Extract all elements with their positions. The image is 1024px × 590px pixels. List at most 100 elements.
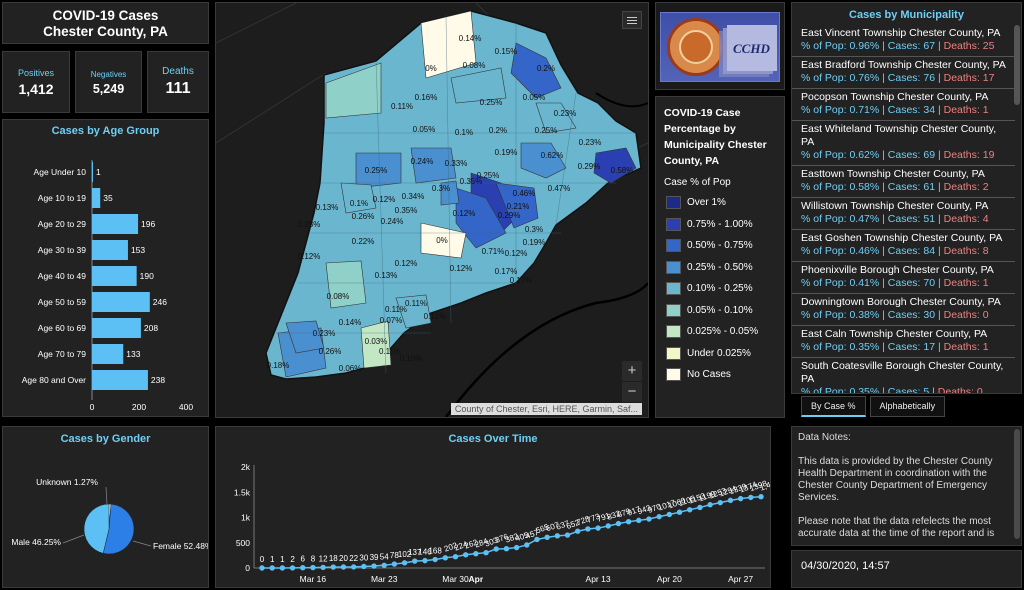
age-bar[interactable] bbox=[92, 370, 148, 390]
time-series-point[interactable] bbox=[666, 511, 673, 518]
municipality-list-item[interactable]: East Whiteland Township Chester County, … bbox=[792, 121, 1015, 166]
municipality-region[interactable] bbox=[420, 222, 467, 259]
municipality-list-item[interactable]: Willistown Township Chester County, PA %… bbox=[792, 198, 1015, 230]
age-bar[interactable] bbox=[92, 240, 128, 260]
time-series-point[interactable] bbox=[646, 516, 652, 522]
time-series-point[interactable] bbox=[269, 565, 275, 571]
time-series-point[interactable] bbox=[636, 517, 642, 524]
time-series-point[interactable] bbox=[289, 565, 296, 571]
time-series-point[interactable] bbox=[748, 494, 754, 501]
time-series-point[interactable] bbox=[717, 499, 723, 506]
time-series-point[interactable] bbox=[381, 562, 387, 568]
municipality-region[interactable] bbox=[440, 180, 460, 206]
time-series-point[interactable] bbox=[361, 563, 367, 570]
time-series-point[interactable] bbox=[758, 493, 764, 500]
time-series-point[interactable] bbox=[625, 518, 632, 525]
municipality-list-item[interactable]: East Caln Township Chester County, PA % … bbox=[792, 326, 1015, 358]
time-series-point[interactable] bbox=[442, 555, 449, 561]
time-series-point[interactable] bbox=[615, 520, 622, 527]
age-bar[interactable] bbox=[92, 292, 150, 312]
time-series-point[interactable] bbox=[737, 495, 744, 502]
municipality-region[interactable] bbox=[395, 294, 432, 329]
time-series-point[interactable] bbox=[432, 556, 438, 563]
time-series-point[interactable] bbox=[412, 558, 418, 564]
tab-alphabetically[interactable]: Alphabetically bbox=[869, 396, 946, 417]
time-series-point[interactable] bbox=[350, 564, 357, 570]
time-series-point[interactable] bbox=[656, 513, 662, 520]
municipality-region[interactable] bbox=[510, 42, 562, 99]
municipality-region[interactable] bbox=[520, 142, 567, 179]
municipality-list-scrollbar[interactable] bbox=[1014, 25, 1020, 105]
municipality-list-item[interactable]: Pocopson Township Chester County, PA % o… bbox=[792, 89, 1015, 121]
municipality-list-item[interactable]: East Vincent Township Chester County, PA… bbox=[792, 25, 1015, 57]
time-series-point[interactable] bbox=[503, 546, 510, 552]
municipality-region[interactable] bbox=[450, 67, 507, 104]
time-series-point[interactable] bbox=[544, 534, 550, 541]
municipality-region[interactable] bbox=[325, 260, 367, 309]
age-bar[interactable] bbox=[92, 266, 137, 286]
age-bar[interactable] bbox=[92, 318, 141, 338]
age-bar[interactable] bbox=[92, 344, 124, 364]
municipality-region[interactable] bbox=[340, 182, 377, 214]
time-series-point[interactable] bbox=[473, 550, 479, 557]
map-panel[interactable]: 0.14% 0.15% 0% 0.08% 0.2% 0.25% 0.05% 0.11% 0.16… bbox=[215, 2, 649, 418]
map-percent-label: 0.71% bbox=[482, 247, 505, 256]
gender-pie-slice[interactable] bbox=[83, 503, 110, 554]
gender-pie-slice[interactable] bbox=[102, 503, 135, 555]
time-series-point[interactable] bbox=[564, 532, 571, 538]
municipality-list-item[interactable]: East Goshen Township Chester County, PA … bbox=[792, 230, 1015, 262]
time-series-point[interactable] bbox=[259, 565, 265, 571]
time-series-point[interactable] bbox=[574, 528, 581, 534]
time-series-point[interactable] bbox=[310, 564, 316, 571]
municipality-list-item[interactable]: Phoenixville Borough Chester County, PA … bbox=[792, 262, 1015, 294]
municipality-region[interactable] bbox=[420, 10, 477, 79]
municipality-list-item[interactable]: East Bradford Township Chester County, P… bbox=[792, 57, 1015, 89]
time-series-point[interactable] bbox=[330, 564, 336, 570]
time-series-point[interactable] bbox=[585, 526, 591, 532]
county-seal-icon bbox=[667, 18, 725, 76]
age-bar[interactable] bbox=[92, 188, 101, 208]
municipality-list-item[interactable]: Easttown Township Chester County, PA % o… bbox=[792, 166, 1015, 198]
time-series-point[interactable] bbox=[595, 525, 601, 531]
age-bar[interactable] bbox=[92, 214, 139, 234]
time-series-point[interactable] bbox=[605, 523, 611, 529]
time-series-point[interactable] bbox=[371, 563, 377, 569]
time-series-point[interactable] bbox=[401, 560, 408, 566]
municipality-region[interactable] bbox=[285, 320, 325, 354]
time-series-point[interactable] bbox=[493, 546, 499, 552]
time-series-point[interactable] bbox=[300, 564, 306, 571]
time-series-point[interactable] bbox=[534, 536, 540, 543]
municipality-list-item[interactable]: South Coatesville Borough Chester County… bbox=[792, 358, 1015, 393]
municipality-region[interactable] bbox=[535, 102, 577, 134]
time-series-point[interactable] bbox=[320, 564, 326, 571]
time-series-point[interactable] bbox=[513, 544, 520, 551]
time-series-point[interactable] bbox=[422, 557, 428, 564]
time-series-point[interactable] bbox=[676, 509, 683, 515]
time-series-point[interactable] bbox=[391, 561, 398, 567]
municipality-region[interactable] bbox=[325, 62, 382, 119]
municipality-list[interactable]: East Vincent Township Chester County, PA… bbox=[792, 25, 1015, 393]
municipality-map[interactable]: 0.14%0.15%0% 0.08% 0.2%0.25%0.05%0.11%0.16… bbox=[216, 3, 648, 417]
time-series-point[interactable] bbox=[697, 504, 703, 511]
time-series-point[interactable] bbox=[483, 549, 489, 556]
age-bar[interactable] bbox=[92, 162, 93, 182]
time-series-point[interactable] bbox=[687, 507, 693, 513]
municipality-region[interactable] bbox=[495, 182, 539, 229]
time-series-point[interactable] bbox=[554, 533, 561, 539]
time-x-tick: Mar 16 bbox=[300, 574, 327, 584]
time-series-point[interactable] bbox=[524, 542, 530, 548]
municipality-list-item[interactable]: Downingtown Borough Chester County, PA %… bbox=[792, 294, 1015, 326]
time-series-point[interactable] bbox=[452, 553, 459, 560]
layer-list-button[interactable] bbox=[622, 11, 642, 29]
municipality-region[interactable] bbox=[593, 147, 637, 184]
time-series-point[interactable] bbox=[340, 564, 347, 570]
time-series-point[interactable] bbox=[462, 552, 469, 558]
time-series-point[interactable] bbox=[727, 497, 734, 504]
time-series-point[interactable] bbox=[707, 502, 713, 508]
time-series-point[interactable] bbox=[279, 565, 286, 571]
zoom-out-button[interactable]: − bbox=[622, 382, 642, 402]
tab-by-case[interactable]: By Case % bbox=[801, 396, 866, 417]
notes-scrollbar[interactable] bbox=[1014, 429, 1020, 539]
municipality-region[interactable] bbox=[410, 147, 457, 184]
zoom-in-button[interactable]: + bbox=[622, 361, 642, 381]
